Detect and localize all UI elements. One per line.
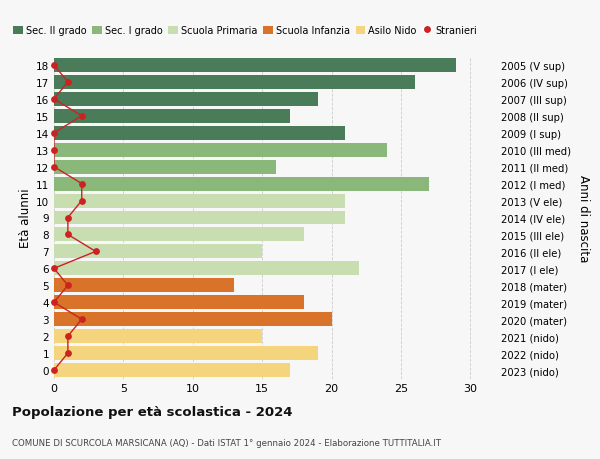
- Point: [49, 62, 59, 69]
- Bar: [54, 194, 346, 208]
- Point: [63, 214, 73, 222]
- Point: [49, 367, 59, 374]
- Bar: [54, 59, 457, 73]
- Point: [63, 79, 73, 86]
- Bar: [54, 330, 262, 343]
- Bar: [54, 93, 317, 106]
- Point: [91, 248, 100, 256]
- Point: [49, 163, 59, 171]
- Y-axis label: Età alunni: Età alunni: [19, 188, 32, 248]
- Point: [49, 147, 59, 154]
- Y-axis label: Anni di nascita: Anni di nascita: [577, 174, 590, 262]
- Bar: [54, 211, 346, 225]
- Bar: [54, 296, 304, 309]
- Bar: [54, 144, 387, 157]
- Point: [63, 282, 73, 289]
- Point: [77, 113, 86, 120]
- Bar: [54, 245, 262, 259]
- Bar: [54, 76, 415, 90]
- Bar: [54, 127, 346, 140]
- Point: [77, 180, 86, 188]
- Bar: [54, 110, 290, 123]
- Bar: [54, 347, 317, 360]
- Bar: [54, 313, 331, 326]
- Text: COMUNE DI SCURCOLA MARSICANA (AQ) - Dati ISTAT 1° gennaio 2024 - Elaborazione TU: COMUNE DI SCURCOLA MARSICANA (AQ) - Dati…: [12, 438, 441, 447]
- Point: [49, 96, 59, 103]
- Point: [49, 265, 59, 273]
- Bar: [54, 363, 290, 377]
- Point: [63, 333, 73, 340]
- Text: Popolazione per età scolastica - 2024: Popolazione per età scolastica - 2024: [12, 405, 293, 419]
- Point: [63, 231, 73, 239]
- Bar: [54, 160, 276, 174]
- Legend: Sec. II grado, Sec. I grado, Scuola Primaria, Scuola Infanzia, Asilo Nido, Stran: Sec. II grado, Sec. I grado, Scuola Prim…: [9, 22, 481, 40]
- Point: [77, 197, 86, 205]
- Point: [49, 130, 59, 137]
- Bar: [54, 228, 304, 242]
- Bar: [54, 279, 235, 292]
- Bar: [54, 262, 359, 276]
- Point: [49, 299, 59, 306]
- Point: [77, 316, 86, 323]
- Bar: [54, 177, 428, 191]
- Point: [63, 350, 73, 357]
